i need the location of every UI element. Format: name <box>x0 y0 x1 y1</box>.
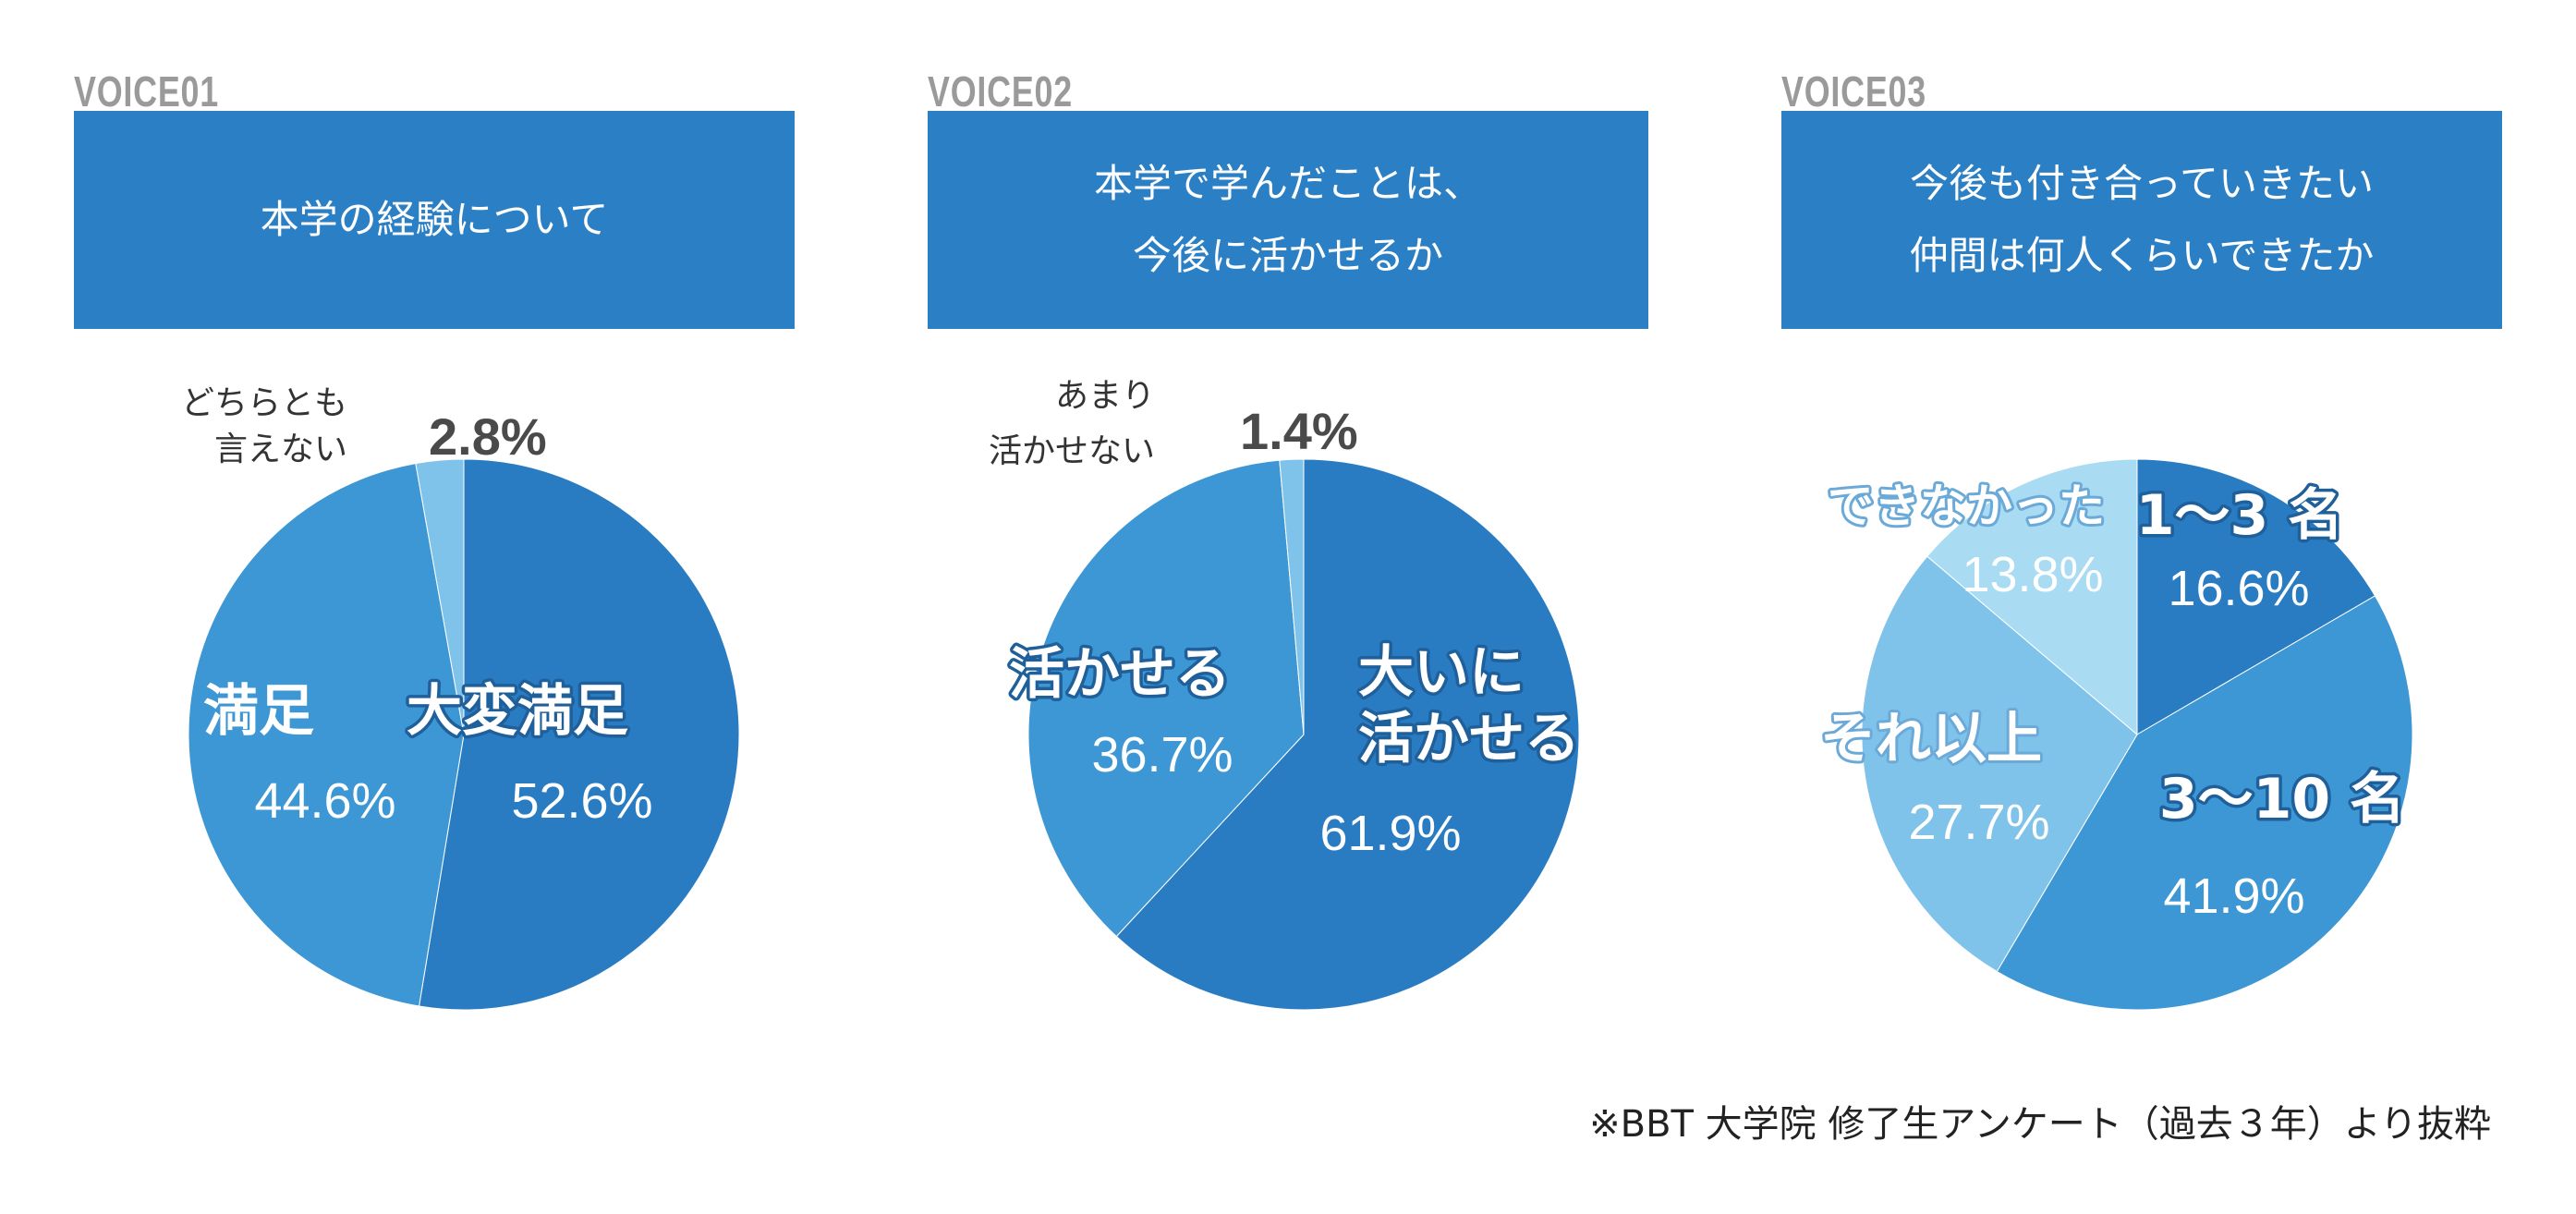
slice-label: 大変満足 <box>407 679 628 744</box>
slice-label: 言えない <box>214 431 347 468</box>
slice-label: 活かせる <box>1009 642 1231 707</box>
question-line: 今後に活かせるか <box>1132 233 1443 278</box>
pie-slice <box>1279 458 1305 735</box>
slice-value: 1.4% <box>1240 402 1358 460</box>
slice-value: 27.7% <box>1908 795 2049 850</box>
pie-slice <box>1861 555 2138 973</box>
pie-slice <box>1115 458 1580 1011</box>
pie-slice <box>2136 458 2376 735</box>
pie-slice <box>1027 459 1305 938</box>
slice-value: 61.9% <box>1319 806 1461 861</box>
question-line: 本学で学んだことは、 <box>1093 161 1482 206</box>
slice-value: 41.9% <box>2163 868 2304 924</box>
voice-tag-2: VOICE02 <box>928 67 1074 115</box>
question-box-3: 今後も付き合っていきたい 仲間は何人くらいできたか <box>1781 111 2502 329</box>
slice-value: 44.6% <box>254 773 395 829</box>
slice-label: 活かせない <box>989 432 1155 470</box>
slice-label: 3～10 名 <box>2159 767 2405 832</box>
slice-label: 満足 <box>203 679 314 744</box>
slice-value: 13.8% <box>1962 547 2103 602</box>
slice-label: それ以上 <box>1820 707 2042 771</box>
slice-label: 活かせる <box>1358 707 1580 771</box>
slice-label: あまり <box>1055 377 1155 415</box>
footnote: ※BBT 大学院 修了生アンケート（過去３年）より抜粋 <box>1589 1103 2491 1146</box>
question-line: 本学の経験について <box>260 197 609 242</box>
pie-slice <box>188 463 465 1007</box>
question-line: 今後も付き合っていきたい <box>1910 161 2374 206</box>
pie-slice <box>1926 458 2138 736</box>
slice-value: 52.6% <box>511 773 652 829</box>
question-box-2: 本学で学んだことは、 今後に活かせるか <box>928 111 1648 329</box>
voice-tag-3: VOICE03 <box>1781 67 1927 115</box>
pie-slice <box>415 458 465 735</box>
slice-label: どちらとも <box>181 384 347 422</box>
slice-value: 36.7% <box>1091 727 1233 783</box>
slice-label: 大いに <box>1358 640 1525 705</box>
question-line: 仲間は何人くらいできたか <box>1909 233 2375 278</box>
voice-tag-1: VOICE01 <box>74 67 220 115</box>
question-box-1: 本学の経験について <box>74 111 795 329</box>
slice-label: 1～3 名 <box>2136 483 2343 548</box>
slice-value: 16.6% <box>2168 561 2309 616</box>
pie-slice <box>1996 595 2413 1011</box>
slice-label: できなかった <box>1828 480 2105 533</box>
pie-slice <box>418 458 740 1011</box>
slice-value: 2.8% <box>429 407 547 466</box>
